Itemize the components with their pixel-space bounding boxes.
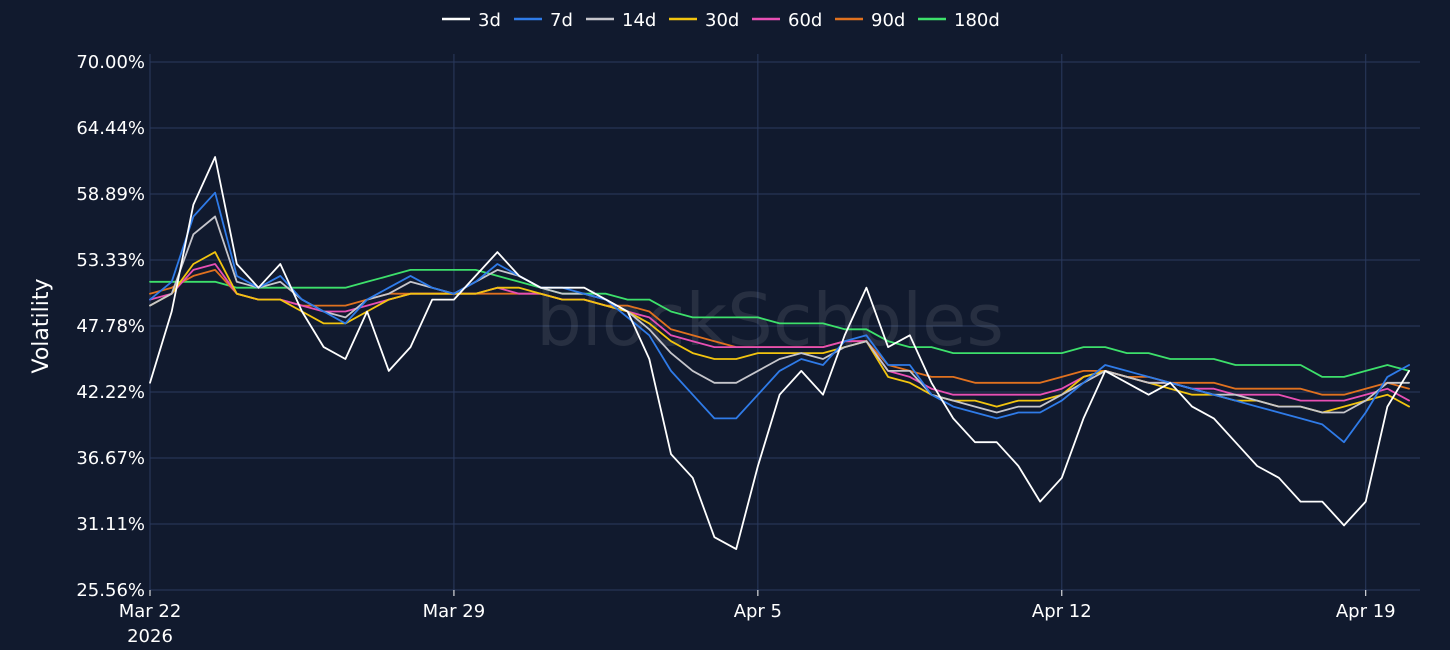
x-tick-sublabel: 2026 bbox=[127, 626, 173, 647]
legend-item-60d[interactable]: 60d bbox=[752, 10, 822, 31]
legend-item-3d[interactable]: 3d bbox=[442, 10, 501, 31]
series-line-30d bbox=[149, 251, 1410, 414]
x-tick-label: Mar 22 bbox=[119, 601, 182, 622]
legend-item-180d[interactable]: 180d bbox=[918, 10, 1000, 31]
x-tick-label: Mar 29 bbox=[423, 601, 486, 622]
y-axis: 25.56% 31.11% 36.67% 42.22% 47.78% 53.33% 58.8… bbox=[76, 52, 145, 601]
y-tick-label: 70.00% bbox=[76, 52, 145, 73]
y-tick-label: 42.22% bbox=[76, 382, 145, 403]
legend-item-90d[interactable]: 90d bbox=[835, 10, 905, 31]
y-tick-label: 25.56% bbox=[76, 580, 145, 601]
x-tick-label: Apr 12 bbox=[1032, 601, 1092, 622]
x-tick-label: Apr 19 bbox=[1336, 601, 1396, 622]
legend-label: 7d bbox=[550, 10, 573, 31]
y-tick-label: 64.44% bbox=[76, 118, 145, 139]
y-axis-label: Volatility bbox=[29, 278, 54, 373]
series-line-180d bbox=[149, 268, 1410, 378]
legend-label: 14d bbox=[622, 10, 656, 31]
legend-item-30d[interactable]: 30d bbox=[669, 10, 739, 31]
legend-label: 60d bbox=[788, 10, 822, 31]
legend-item-7d[interactable]: 7d bbox=[514, 10, 573, 31]
legend: 3d 7d 14d 30d 60d 90d 180d bbox=[442, 10, 1000, 31]
y-tick-label: 58.89% bbox=[76, 184, 145, 205]
series-line-7d bbox=[149, 191, 1410, 444]
x-axis: Mar 22 2026 Mar 29 Apr 5 Apr 12 Apr 19 bbox=[119, 590, 1396, 647]
y-tick-label: 47.78% bbox=[76, 316, 145, 337]
y-tick-label: 31.11% bbox=[76, 514, 145, 535]
legend-label: 3d bbox=[478, 10, 501, 31]
series-line-3d bbox=[149, 156, 1410, 550]
legend-item-14d[interactable]: 14d bbox=[586, 10, 656, 31]
legend-label: 180d bbox=[954, 10, 1000, 31]
y-tick-label: 53.33% bbox=[76, 250, 145, 271]
series-layer bbox=[149, 156, 1410, 550]
legend-label: 30d bbox=[705, 10, 739, 31]
legend-label: 90d bbox=[871, 10, 905, 31]
y-tick-label: 36.67% bbox=[76, 448, 145, 469]
x-tick-label: Apr 5 bbox=[734, 601, 782, 622]
